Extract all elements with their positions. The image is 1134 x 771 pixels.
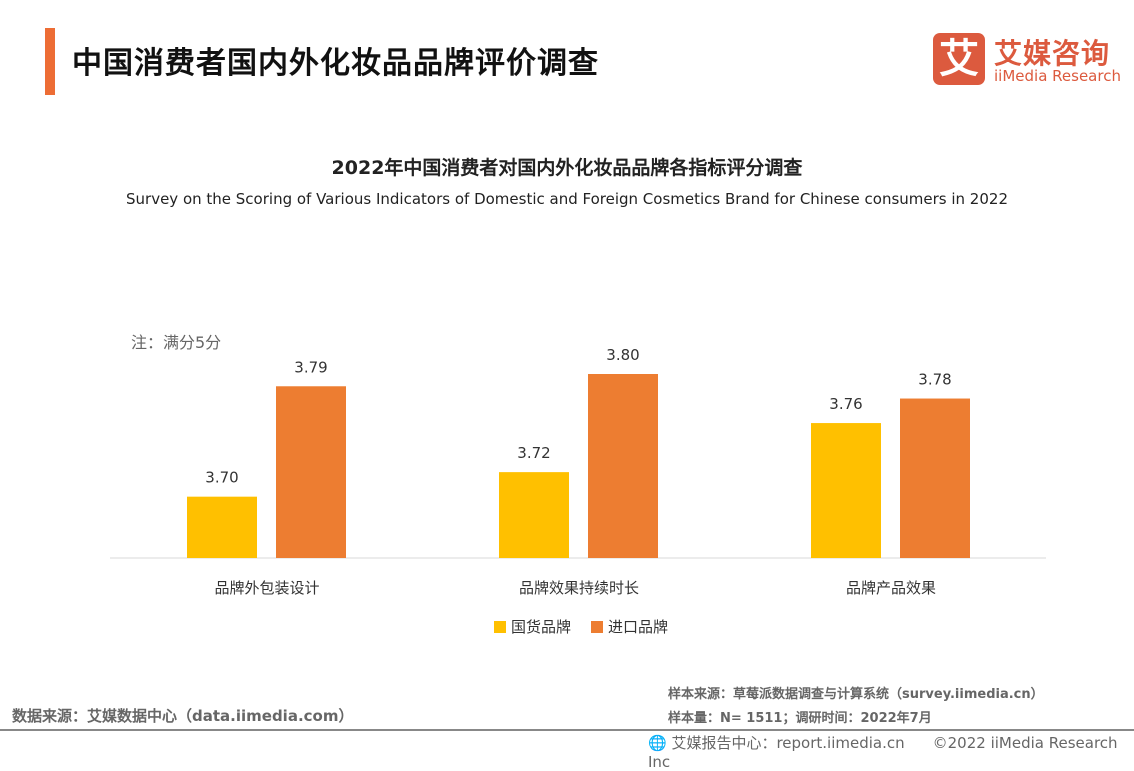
data-label: 3.79 (294, 358, 327, 376)
data-label: 3.78 (918, 371, 951, 389)
bar (187, 496, 257, 558)
bar (811, 423, 881, 558)
sample-size: 样本量：N= 1511；调研时间：2022年7月 (668, 711, 932, 726)
logo-icon: 艾 (933, 33, 985, 85)
logo-text-cn: 艾媒咨询 (994, 37, 1111, 70)
page-title: 中国消费者国内外化妆品品牌评价调查 (72, 46, 599, 81)
bar (276, 386, 346, 558)
legend-swatch (591, 621, 603, 633)
legend-label: 国货品牌 (511, 618, 572, 636)
logo-text-en: iiMedia Research (994, 67, 1121, 85)
legend-item-imported: 进口品牌 (591, 616, 668, 637)
report-link[interactable]: 艾媒报告中心：report.iimedia.cn (671, 734, 905, 752)
bar (499, 472, 569, 558)
data-label: 3.72 (517, 444, 550, 462)
title-accent-bar (45, 28, 55, 95)
bar (588, 374, 658, 558)
footer-divider (0, 729, 1134, 731)
footer-report: 🌐 艾媒报告中心：report.iimedia.cn ©2022 iiMedia … (648, 732, 1134, 771)
legend-label: 进口品牌 (608, 618, 669, 636)
sample-source: 样本来源：草莓派数据调查与计算系统（survey.iimedia.cn） (668, 687, 1044, 702)
data-source: 数据来源：艾媒数据中心（data.iimedia.com） (12, 707, 354, 725)
legend-item-domestic: 国货品牌 (494, 616, 571, 637)
category-label: 品牌外包装设计 (214, 579, 319, 597)
data-label: 3.80 (606, 346, 639, 364)
data-label: 3.76 (829, 395, 862, 413)
category-label: 品牌效果持续时长 (519, 579, 639, 597)
chart-title: 2022年中国消费者对国内外化妆品品牌各指标评分调查 (331, 157, 803, 179)
bar (900, 398, 970, 558)
chart-note: 注：满分5分 (131, 333, 222, 352)
chart-subtitle: Survey on the Scoring of Various Indicat… (126, 190, 1008, 208)
globe-icon: 🌐 (648, 734, 667, 752)
data-label: 3.70 (205, 469, 238, 487)
legend-swatch (494, 621, 506, 633)
category-label: 品牌产品效果 (846, 579, 936, 597)
